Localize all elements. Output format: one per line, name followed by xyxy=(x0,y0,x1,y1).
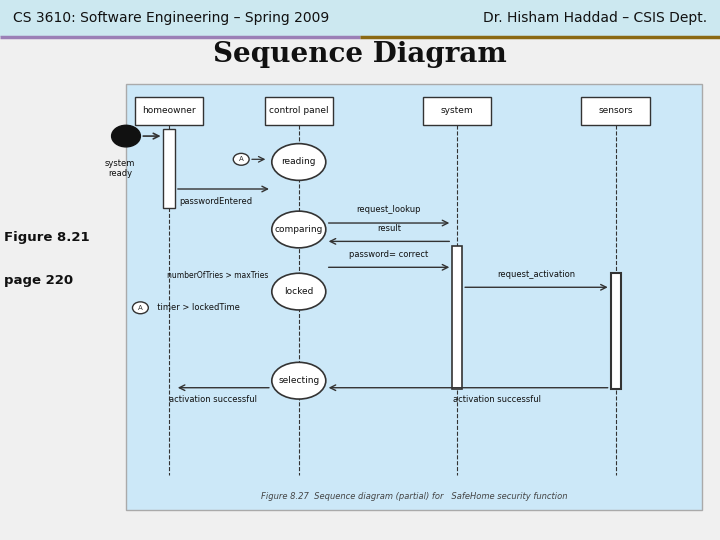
Text: A: A xyxy=(138,305,143,311)
Bar xyxy=(0,0,720,37)
Text: reading: reading xyxy=(282,158,316,166)
Text: activation successful: activation successful xyxy=(168,395,256,404)
Text: request_activation: request_activation xyxy=(498,269,575,279)
Text: sensors: sensors xyxy=(598,106,633,115)
Text: CS 3610: Software Engineering – Spring 2009: CS 3610: Software Engineering – Spring 2… xyxy=(13,11,329,25)
Bar xyxy=(582,97,649,125)
Bar xyxy=(452,246,462,389)
Circle shape xyxy=(233,153,249,165)
Ellipse shape xyxy=(272,211,325,248)
Text: Sequence Diagram: Sequence Diagram xyxy=(213,40,507,68)
Text: request_lookup: request_lookup xyxy=(356,205,421,214)
Text: system
ready: system ready xyxy=(105,159,135,178)
Bar xyxy=(265,97,333,125)
Text: homeowner: homeowner xyxy=(143,106,196,115)
Text: control panel: control panel xyxy=(269,106,328,115)
Text: numberOfTries > maxTries: numberOfTries > maxTries xyxy=(167,271,268,280)
Text: password= correct: password= correct xyxy=(349,249,428,259)
Text: A: A xyxy=(239,156,243,163)
Text: locked: locked xyxy=(284,287,313,296)
Ellipse shape xyxy=(272,273,325,310)
Circle shape xyxy=(132,302,148,314)
Bar xyxy=(423,97,491,125)
Text: Figure 8.27  Sequence diagram (partial) for   SafeHome security function: Figure 8.27 Sequence diagram (partial) f… xyxy=(261,492,567,501)
Text: result: result xyxy=(377,224,401,233)
Ellipse shape xyxy=(272,362,325,399)
Text: passwordEntered: passwordEntered xyxy=(179,197,253,206)
Text: timer > lockedTime: timer > lockedTime xyxy=(152,303,240,312)
Circle shape xyxy=(112,125,140,147)
Bar xyxy=(126,84,702,510)
Bar xyxy=(135,97,203,125)
Text: activation successful: activation successful xyxy=(453,395,541,404)
Text: Dr. Hisham Haddad – CSIS Dept.: Dr. Hisham Haddad – CSIS Dept. xyxy=(483,11,707,25)
Bar xyxy=(611,273,621,389)
Text: selecting: selecting xyxy=(278,376,320,385)
Ellipse shape xyxy=(272,144,325,180)
Bar xyxy=(163,129,175,208)
Text: page 220: page 220 xyxy=(4,274,73,287)
Text: system: system xyxy=(441,106,474,115)
Text: Figure 8.21: Figure 8.21 xyxy=(4,231,89,244)
Text: comparing: comparing xyxy=(274,225,323,234)
